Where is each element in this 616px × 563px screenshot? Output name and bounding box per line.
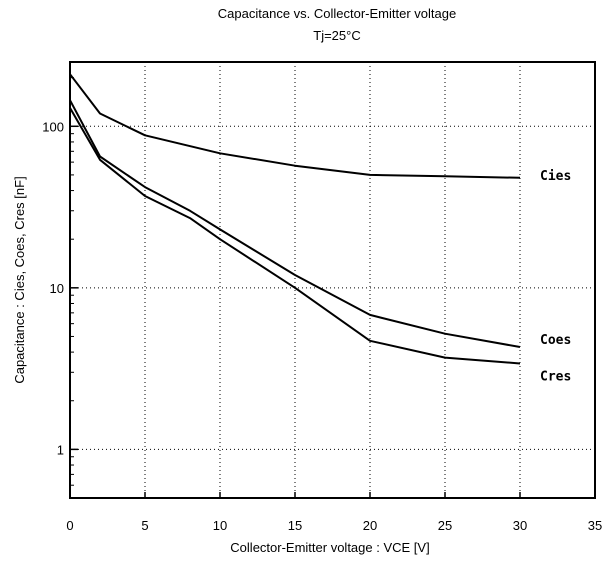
x-axis-label: Collector-Emitter voltage : VCE [V] [230,540,429,555]
series-line-cres [69,107,521,365]
y-tick-label-100: 100 [42,119,64,134]
chart-subtitle: Tj=25°C [313,28,360,43]
x-tick-label-35: 35 [588,518,602,533]
series-label-cres: Cres [540,370,571,385]
x-tick-label-0: 0 [66,518,73,533]
series-line-cies [69,73,521,179]
axis-ticks: 0 5 10 15 20 25 30 35 1 10 100 [42,77,602,533]
x-tick-label-30: 30 [513,518,527,533]
plot-frame [69,61,596,499]
y-tick-label-10: 10 [50,281,64,296]
x-tick-label-15: 15 [288,518,302,533]
series-label-cies: Cies [540,169,571,184]
x-tick-label-10: 10 [213,518,227,533]
series-line-coes [69,99,521,348]
series-lines [69,73,521,365]
x-tick-label-25: 25 [438,518,452,533]
grid-lines [70,62,595,498]
x-tick-label-20: 20 [363,518,377,533]
chart-title: Capacitance vs. Collector-Emitter voltag… [218,6,456,21]
series-label-coes: Coes [540,333,571,348]
x-tick-label-5: 5 [141,518,148,533]
y-axis-label: Capacitance : Cies, Coes, Cres [nF] [12,176,27,383]
series-labels: Cies Coes Cres [540,169,571,385]
y-tick-label-1: 1 [57,442,64,457]
